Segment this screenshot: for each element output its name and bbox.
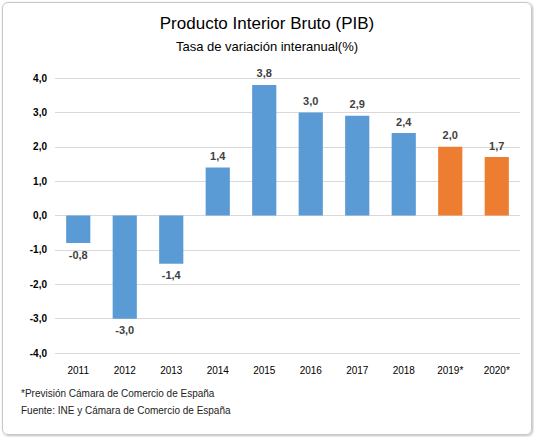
svg-text:1,4: 1,4 <box>210 150 226 162</box>
svg-text:2015: 2015 <box>253 365 276 376</box>
svg-text:-1,0: -1,0 <box>30 244 48 255</box>
svg-text:3,0: 3,0 <box>303 95 318 107</box>
svg-text:-2,0: -2,0 <box>30 279 48 290</box>
svg-text:2016: 2016 <box>300 365 323 376</box>
svg-text:Producto Interior Bruto (PIB): Producto Interior Bruto (PIB) <box>160 14 374 33</box>
svg-text:4,0: 4,0 <box>33 73 47 84</box>
svg-text:-3,0: -3,0 <box>115 324 134 336</box>
svg-text:-0,8: -0,8 <box>69 249 88 261</box>
svg-text:1,0: 1,0 <box>33 176 47 187</box>
svg-text:2011: 2011 <box>67 365 89 376</box>
svg-text:2,4: 2,4 <box>396 116 412 128</box>
svg-text:2017: 2017 <box>346 365 369 376</box>
svg-text:2018: 2018 <box>393 365 416 376</box>
svg-text:0,0: 0,0 <box>33 210 47 221</box>
svg-text:2020*: 2020* <box>484 365 510 376</box>
svg-text:Fuente: INE y Cámara de Comerc: Fuente: INE y Cámara de Comercio de Espa… <box>21 405 231 416</box>
svg-text:3,8: 3,8 <box>257 67 272 79</box>
svg-text:-3,0: -3,0 <box>30 313 48 324</box>
svg-text:2,0: 2,0 <box>443 129 458 141</box>
svg-text:-4,0: -4,0 <box>30 348 48 359</box>
svg-text:3,0: 3,0 <box>33 107 47 118</box>
svg-text:2012: 2012 <box>114 365 137 376</box>
svg-text:2,9: 2,9 <box>350 98 365 110</box>
svg-text:2019*: 2019* <box>437 365 463 376</box>
svg-text:1,7: 1,7 <box>489 140 504 152</box>
svg-text:Tasa de variación interanual(%: Tasa de variación interanual(%) <box>176 39 358 54</box>
svg-text:2,0: 2,0 <box>33 141 47 152</box>
svg-text:2014: 2014 <box>207 365 230 376</box>
svg-text:-1,4: -1,4 <box>162 269 182 281</box>
svg-text:2013: 2013 <box>160 365 183 376</box>
svg-text:*Previsión Cámara de Comercio: *Previsión Cámara de Comercio de España <box>21 388 215 399</box>
